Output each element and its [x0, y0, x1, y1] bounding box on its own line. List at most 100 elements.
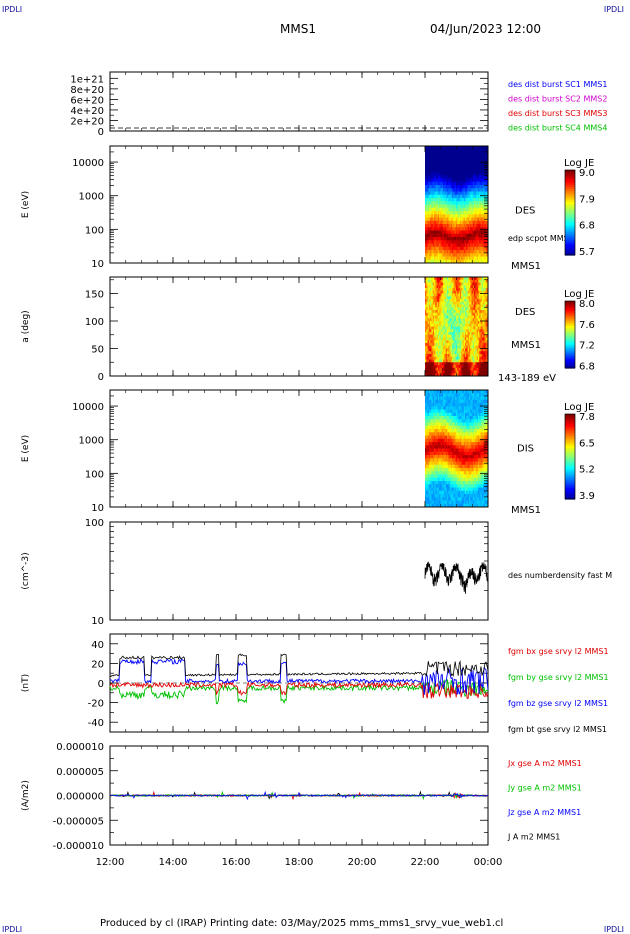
spectrogram-cell — [426, 250, 429, 254]
spectrogram-cell — [446, 354, 449, 358]
spectrogram-cell — [426, 240, 429, 244]
spectrogram-cell — [450, 348, 453, 352]
spectrogram-cell — [461, 503, 463, 508]
spectrogram-cell — [459, 188, 462, 192]
spectrogram-cell — [485, 340, 488, 344]
spectrogram-cell — [481, 259, 484, 264]
spectrogram-cell — [454, 250, 457, 254]
spectrogram-cell — [430, 285, 432, 289]
spectrogram-cell — [443, 442, 445, 446]
spectrogram-cell — [467, 159, 470, 163]
spectrogram-cell — [480, 188, 483, 192]
spectrogram-cell — [426, 307, 429, 311]
spectrogram-cell — [436, 155, 439, 160]
spectrogram-cell — [446, 299, 449, 303]
spectrogram-cell — [458, 155, 461, 160]
spectrogram-cell — [457, 285, 460, 289]
spectrogram-cell — [458, 230, 461, 235]
spectrogram-cell — [474, 230, 476, 235]
spectrogram-cell — [445, 487, 448, 492]
spectrogram-cell — [471, 343, 474, 347]
spectrogram-cell — [437, 315, 440, 319]
spectrogram-cell — [450, 359, 453, 363]
spectrogram-cell — [435, 299, 438, 303]
spectrogram-cell — [435, 312, 438, 316]
spectrogram-cell — [485, 207, 488, 212]
spectrogram-cell — [459, 393, 462, 397]
spectrogram-cell — [479, 230, 482, 235]
spectrogram-cell — [440, 279, 443, 283]
colorbar-cell — [565, 240, 575, 243]
spectrogram-cell — [472, 194, 475, 199]
spectrogram-cell — [450, 250, 453, 254]
spectrogram-cell — [457, 237, 460, 241]
spectrogram-cell — [432, 310, 435, 314]
spectrogram-cell — [452, 299, 454, 303]
spectrogram-cell — [437, 201, 440, 205]
spectrogram-cell — [456, 172, 458, 176]
spectrogram-cell — [435, 356, 438, 360]
spectrogram-cell — [457, 425, 460, 430]
spectrogram-cell — [449, 373, 452, 377]
spectrogram-cell — [480, 159, 483, 163]
spectrogram-cell — [461, 435, 463, 440]
spectrogram-cell — [481, 318, 484, 322]
spectrogram-cell — [425, 201, 427, 205]
spectrogram-cell — [428, 220, 431, 225]
spectrogram-cell — [461, 356, 463, 360]
spectrogram-cell — [479, 365, 482, 369]
spectrogram-cell — [465, 217, 467, 222]
spectrogram-cell — [470, 178, 472, 183]
spectrogram-cell — [439, 370, 441, 374]
spectrogram-cell — [472, 237, 475, 241]
spectrogram-cell — [446, 149, 449, 153]
spectrogram-cell — [434, 362, 436, 366]
spectrogram-cell — [425, 419, 427, 423]
spectrogram-cell — [466, 334, 469, 338]
spectrogram-cell — [450, 393, 453, 397]
spectrogram-cell — [432, 429, 435, 433]
spectrogram-cell — [484, 237, 487, 241]
spectrogram-cell — [439, 429, 441, 433]
spectrogram-cell — [450, 367, 453, 371]
spectrogram-cell — [444, 256, 447, 261]
spectrogram-cell — [457, 201, 460, 205]
spectrogram-cell — [428, 188, 431, 192]
spectrogram-cell — [462, 279, 465, 283]
spectrogram-cell — [463, 370, 466, 374]
spectrogram-cell — [428, 474, 431, 479]
spectrogram-cell — [439, 471, 441, 475]
spectrogram-cell — [426, 429, 429, 433]
spectrogram-cell — [466, 288, 469, 292]
spectrogram-cell — [468, 329, 471, 333]
spectrogram-cell — [436, 448, 439, 453]
spectrogram-cell — [449, 345, 452, 349]
spectrogram-cell — [435, 429, 438, 433]
spectrogram-cell — [448, 152, 451, 157]
spectrogram-cell — [434, 332, 436, 336]
spectrogram-cell — [425, 256, 427, 261]
spectrogram-cell — [446, 409, 449, 414]
spectrogram-cell — [484, 312, 487, 316]
spectrogram-cell — [443, 296, 445, 300]
spectrogram-cell — [462, 256, 465, 261]
spectrogram-cell — [454, 253, 457, 257]
spectrogram-cell — [432, 337, 435, 341]
spectrogram-cell — [444, 227, 447, 231]
spectrogram-cell — [457, 343, 460, 347]
spectrogram-cell — [444, 198, 447, 202]
spectrogram-cell — [458, 315, 461, 319]
spectrogram-cell — [435, 487, 438, 492]
spectrogram-cell — [427, 412, 430, 417]
spectrogram-cell — [456, 296, 458, 300]
spectrogram-cell — [434, 155, 436, 160]
spectrogram-cell — [459, 185, 462, 189]
spectrogram-cell — [437, 403, 440, 407]
spectrogram-cell — [428, 290, 431, 294]
spectrogram-cell — [454, 155, 457, 160]
spectrogram-cell — [427, 500, 430, 505]
spectrogram-cell — [435, 152, 438, 157]
spectrogram-cell — [434, 477, 436, 482]
spectrogram-cell — [481, 367, 484, 371]
